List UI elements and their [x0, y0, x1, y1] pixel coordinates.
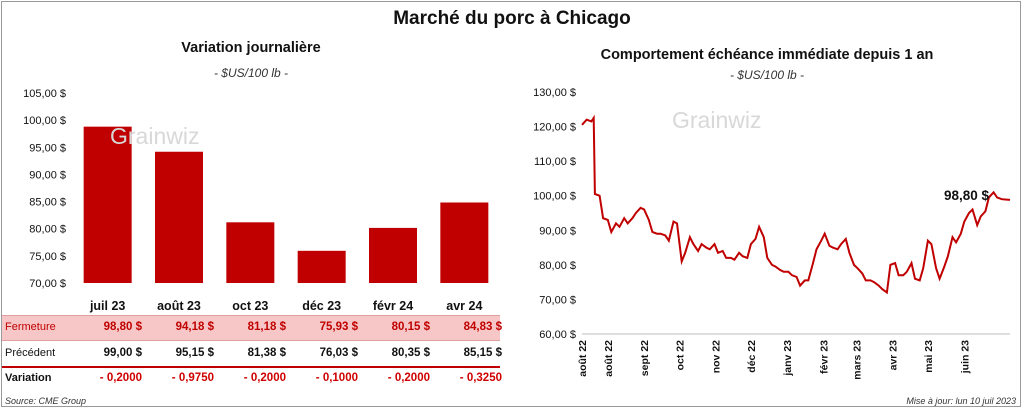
- close-value: 81,18 $: [247, 321, 286, 333]
- close-value: 94,18 $: [175, 321, 214, 333]
- row-label-close: Fermeture: [5, 321, 56, 333]
- bar: [369, 227, 417, 283]
- y-tick-label: 110,00 $: [534, 156, 576, 168]
- update-note: Mise à jour: lun 10 juil 2023: [906, 396, 1016, 406]
- x-tick-label: août 23: [157, 299, 201, 313]
- x-tick-label: août 22: [603, 340, 615, 377]
- y-tick-label: 80,00 $: [539, 260, 576, 272]
- y-tick-label: 120,00 $: [533, 122, 576, 134]
- y-tick-label: 100,00 $: [533, 191, 576, 203]
- close-value: 75,93 $: [319, 321, 358, 333]
- left-unit: - $US/100 lb -: [213, 66, 289, 80]
- close-value: 98,80 $: [103, 321, 142, 333]
- last-value-label: 98,80 $: [944, 188, 990, 203]
- close-value: 84,83 $: [463, 321, 502, 333]
- x-tick-label: déc 23: [302, 299, 341, 313]
- row-label-change: Variation: [5, 372, 52, 384]
- main-title: Marché du porc à Chicago: [393, 8, 631, 29]
- bar: [440, 202, 489, 283]
- previous-value: 99,00 $: [103, 347, 142, 359]
- bar: [297, 250, 346, 283]
- table-row-previous: Précédent 99,00 $ 95,15 $ 81,38 $ 76,03 …: [2, 342, 502, 368]
- right-subtitle: Comportement échéance immédiate depuis 1…: [600, 47, 934, 63]
- y-tick-label: 90,00 $: [29, 169, 66, 181]
- table-row-change: Variation - 0,2000 - 0,9750 - 0,2000 - 0…: [2, 369, 502, 391]
- y-tick-label: 70,00 $: [539, 294, 576, 306]
- line-watermark: Grainwiz: [672, 107, 761, 133]
- previous-value: 76,03 $: [319, 347, 358, 359]
- source-note: Source: CME Group: [5, 396, 87, 406]
- x-tick-label: déc 22: [746, 340, 758, 373]
- y-tick-label: 130,00 $: [533, 87, 576, 99]
- change-value: - 0,2000: [243, 372, 286, 384]
- previous-value: 85,15 $: [463, 347, 502, 359]
- y-tick-label: 105,00 $: [23, 88, 66, 100]
- y-tick-label: 85,00 $: [29, 197, 66, 209]
- right-unit: - $US/100 lb -: [729, 68, 805, 82]
- change-value: - 0,9750: [171, 372, 214, 384]
- change-value: - 0,3250: [459, 372, 502, 384]
- y-tick-label: 80,00 $: [29, 224, 66, 236]
- x-tick-label: mai 23: [923, 340, 935, 373]
- x-tick-label: févr 24: [373, 299, 413, 313]
- change-value: - 0,1000: [315, 372, 358, 384]
- y-tick-label: 90,00 $: [539, 225, 576, 237]
- table-row-close: Fermeture 98,80 $ 94,18 $ 81,18 $ 75,93 …: [2, 315, 502, 341]
- y-tick-label: 100,00 $: [23, 115, 66, 127]
- x-tick-label: mars 23: [851, 340, 863, 380]
- x-tick-label: oct 23: [232, 299, 268, 313]
- x-tick-label: nov 22: [711, 340, 723, 373]
- y-tick-label: 75,00 $: [29, 251, 66, 263]
- previous-value: 80,35 $: [391, 347, 430, 359]
- x-tick-label: avr 23: [888, 340, 900, 371]
- bar-chart: 70,00 $ 75,00 $ 80,00 $ 85,00 $ 90,00 $ 95,00…: [23, 88, 489, 313]
- change-value: - 0,2000: [99, 372, 142, 384]
- left-subtitle: Variation journalière: [181, 40, 321, 56]
- x-tick-label: févr 23: [819, 340, 831, 374]
- previous-value: 95,15 $: [175, 347, 214, 359]
- bar: [155, 151, 203, 283]
- bar-watermark: Grainwiz: [110, 123, 199, 149]
- x-tick-label: août 22: [577, 340, 589, 377]
- x-tick-label: juil 23: [89, 299, 125, 313]
- x-tick-label: janv 23: [782, 340, 794, 377]
- y-tick-label: 95,00 $: [29, 142, 66, 154]
- y-tick-label: 60,00 $: [539, 329, 576, 341]
- row-label-previous: Précédent: [5, 347, 56, 359]
- x-tick-label: juin 23: [959, 340, 971, 374]
- y-tick-label: 70,00 $: [29, 278, 66, 290]
- previous-value: 81,38 $: [247, 347, 286, 359]
- x-tick-label: sept 22: [639, 340, 651, 376]
- bar: [226, 222, 275, 283]
- x-tick-label: avr 24: [446, 299, 482, 313]
- bar: [83, 126, 132, 284]
- price-line: [581, 114, 1011, 295]
- x-tick-label: oct 22: [674, 340, 686, 371]
- close-value: 80,15 $: [391, 321, 430, 333]
- change-value: - 0,2000: [387, 372, 430, 384]
